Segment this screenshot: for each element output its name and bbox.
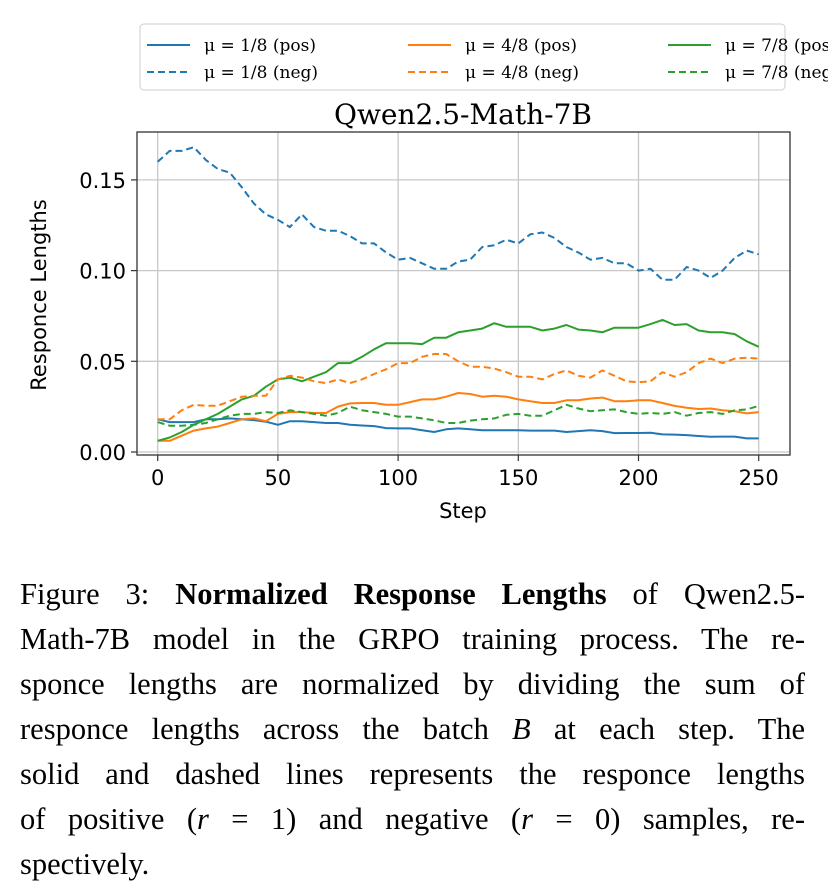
caption-math: r — [196, 802, 209, 836]
x-tick-label: 150 — [498, 466, 538, 490]
caption-text: = 0) samples, re- — [532, 802, 805, 836]
plot-frame — [136, 131, 791, 456]
caption-text: Figure 3: — [20, 577, 176, 611]
x-tick-label: 250 — [739, 466, 779, 490]
caption-text: at each step. The — [530, 712, 805, 746]
caption-math: r — [521, 802, 533, 836]
series-line-6 — [157, 403, 759, 427]
x-tick-label: 50 — [265, 466, 292, 490]
y-tick-label: 0.15 — [79, 169, 126, 193]
legend-label: μ = 1/8 (pos) — [204, 36, 316, 56]
x-tick-label: 100 — [378, 466, 418, 490]
caption-line: solid and dashed lines represents the re… — [20, 757, 805, 791]
series-line-4 — [157, 146, 759, 281]
caption-text: of Qwen2.5- — [606, 577, 806, 611]
series-line-3 — [157, 318, 760, 442]
caption-bold-title: Normalized Response Lengths — [175, 577, 607, 611]
legend: μ = 1/8 (pos) μ = 4/8 (pos) μ = 7/8 (pos) μ… — [139, 23, 828, 91]
y-tick-label: 0.00 — [79, 441, 126, 465]
caption-line: spectively. — [20, 847, 150, 881]
series-line-1 — [157, 417, 759, 440]
caption-line: sponce lengths are normalized by dividin… — [20, 667, 805, 701]
series-line-2 — [157, 392, 759, 442]
caption-line: responce lengths across the batch B at e… — [20, 707, 805, 752]
y-axis-label: Responce Lengths — [27, 199, 51, 391]
y-tick-label: 0.05 — [79, 350, 126, 374]
x-tick-label: 200 — [618, 466, 658, 490]
series-line-5 — [157, 353, 759, 421]
caption-line: of positive (r = 1) and negative (r = 0)… — [20, 797, 805, 842]
legend-label: μ = 7/8 (pos) — [725, 36, 828, 56]
caption-math: B — [512, 712, 531, 746]
caption-line: Figure 3: Normalized Response Lengths of… — [20, 572, 805, 617]
legend-label: μ = 7/8 (neg) — [725, 63, 828, 83]
grid — [137, 132, 790, 455]
legend-box — [139, 23, 786, 91]
chart-title: Qwen2.5-Math-7B — [334, 98, 592, 131]
line-chart: μ = 1/8 (pos) μ = 4/8 (pos) μ = 7/8 (pos) μ… — [27, 23, 828, 523]
legend-label: μ = 4/8 (pos) — [465, 36, 577, 56]
caption-text: of positive ( — [20, 802, 197, 836]
axis-ticks: 0 50 100 150 200 250 0.00 0.05 0.10 0.15 — [79, 169, 779, 490]
caption-line: Math-7B model in the GRPO training proce… — [20, 622, 805, 656]
figure-caption: Figure 3: Normalized Response Lengths of… — [20, 572, 805, 887]
caption-text: responce lengths across the batch — [20, 712, 513, 746]
x-axis-label: Step — [439, 499, 487, 523]
legend-label: μ = 4/8 (neg) — [465, 63, 579, 83]
caption-text: = 1) and negative ( — [208, 802, 522, 836]
y-tick-label: 0.10 — [79, 260, 126, 284]
series-lines — [157, 146, 760, 442]
legend-label: μ = 1/8 (neg) — [204, 63, 318, 83]
x-tick-label: 0 — [151, 466, 164, 490]
